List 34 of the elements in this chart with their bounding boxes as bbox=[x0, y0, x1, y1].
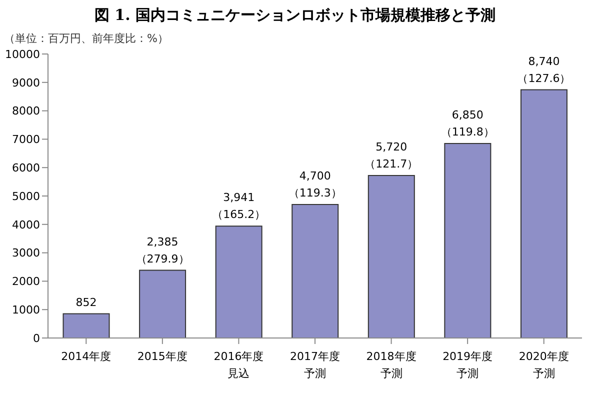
chart-subtitle: （単位：百万円、前年度比：%） bbox=[3, 31, 170, 46]
y-tick-label: 1000 bbox=[12, 304, 40, 317]
x-tick-label: 2014年度 bbox=[61, 350, 112, 363]
data-label: 3,941 （165.2） bbox=[212, 191, 266, 222]
bar bbox=[292, 204, 339, 338]
y-tick-label: 9000 bbox=[12, 76, 40, 90]
x-tick-label: 2017年度予測 bbox=[290, 350, 340, 380]
y-tick-label: 0 bbox=[33, 332, 40, 345]
x-tick-label: 2020年度予測 bbox=[518, 350, 569, 380]
data-label: 852 bbox=[76, 296, 97, 309]
data-label: 8,740 （127.6） bbox=[517, 54, 571, 85]
x-tick-label: 2018年度予測 bbox=[366, 350, 416, 380]
y-tick-label: 2000 bbox=[12, 275, 40, 288]
data-label: 6,850 （119.8） bbox=[440, 108, 494, 138]
x-tick-label: 2019年度予測 bbox=[442, 350, 493, 380]
y-tick-label: 8000 bbox=[12, 104, 40, 118]
data-label: 2,385 （279.9） bbox=[136, 235, 190, 266]
bar bbox=[444, 142, 492, 338]
bar bbox=[520, 89, 568, 338]
x-tick-label: 2015年度 bbox=[137, 350, 188, 363]
x-tick-label: 2016年度見込 bbox=[214, 350, 264, 380]
bar bbox=[215, 226, 262, 338]
bar bbox=[62, 313, 110, 338]
y-tick-label: 4000 bbox=[12, 218, 40, 232]
bar bbox=[368, 175, 415, 338]
y-tick-label: 5000 bbox=[12, 190, 40, 203]
y-tick-label: 7000 bbox=[12, 133, 40, 146]
y-tick-label: 10000 bbox=[5, 48, 40, 61]
chart-title: 図 1. 国内コミュニケーションロボット市場規模推移と予測 bbox=[93, 5, 497, 25]
bar bbox=[139, 270, 186, 338]
data-label: 4,700 （119.3） bbox=[288, 170, 342, 200]
data-label: 5,720 （121.7） bbox=[364, 140, 418, 171]
y-tick-label: 6000 bbox=[12, 162, 40, 175]
y-tick-label: 3000 bbox=[12, 246, 40, 260]
